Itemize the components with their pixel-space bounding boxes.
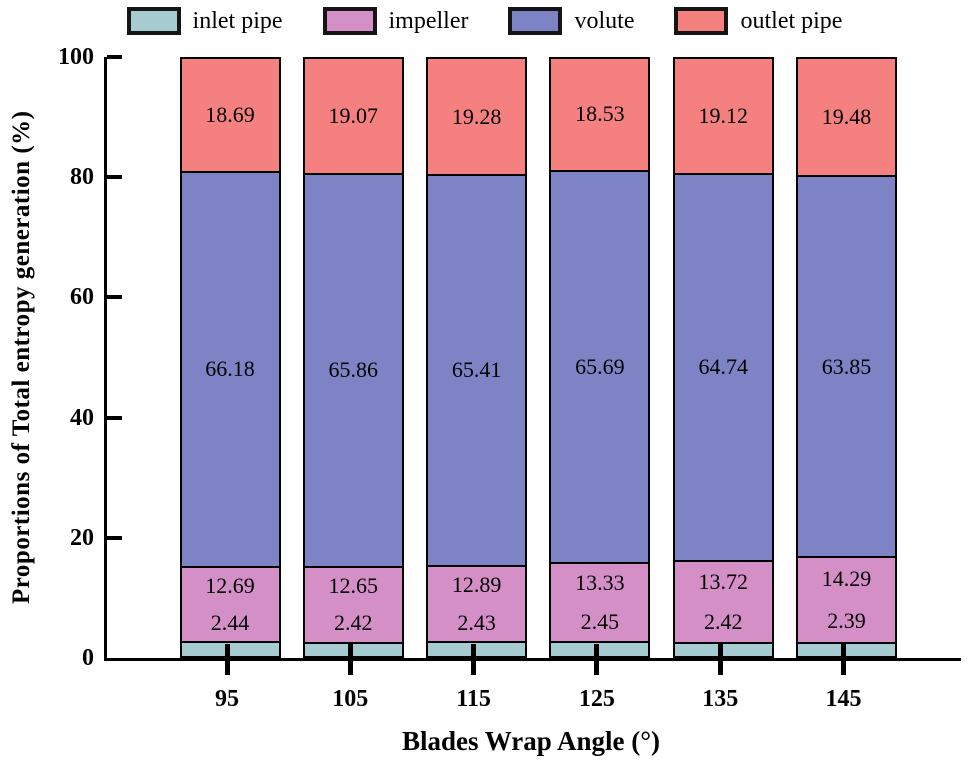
impeller-value-label: 12.65 (328, 573, 379, 599)
y-tick-label: 60 (70, 284, 94, 311)
volute-value-label: 66.18 (205, 356, 255, 382)
y-tick-label: 80 (70, 164, 94, 191)
x-tick-mark (347, 644, 353, 675)
segment-impeller: 13.72 2.42 (674, 559, 772, 642)
segment-volute: 65.86 (304, 172, 402, 567)
impeller-value-label: 13.72 (698, 568, 748, 594)
inlet-pipe-value-label: 2.43 (457, 609, 496, 635)
x-tick-label: 135 (702, 686, 739, 712)
volute-value-label: 65.86 (328, 357, 379, 383)
segment-inlet-pipe (181, 641, 279, 656)
segment-outlet-pipe: 18.53 (551, 59, 649, 170)
legend-label: inlet pipe (192, 8, 283, 34)
outlet-pipe-value-label: 19.07 (328, 102, 379, 128)
inlet-pipe-value-label: 2.39 (827, 607, 866, 633)
segment-outlet-pipe: 19.12 (674, 59, 772, 174)
x-tick-mark (224, 644, 230, 675)
segment-outlet-pipe: 19.48 (798, 59, 895, 176)
inlet-pipe-value-label: 2.45 (580, 608, 620, 634)
outlet-pipe-value-label: 18.69 (205, 101, 255, 127)
outlet-pipe-value-label: 19.28 (451, 103, 502, 129)
legend-item-volute: volute (508, 7, 634, 35)
y-tick-mark (107, 415, 122, 420)
bar-105: 19.07 65.86 12.65 2.42 (302, 57, 404, 658)
y-tick-mark (107, 55, 122, 59)
x-tick-mark (594, 644, 600, 675)
bar-125: 18.53 65.69 13.33 2.45 (549, 57, 651, 658)
segment-impeller: 14.29 2.39 (798, 556, 895, 642)
segment-impeller: 12.65 2.42 (304, 566, 402, 642)
y-tick-label: 0 (82, 645, 94, 671)
legend-label: impeller (388, 8, 469, 34)
x-tick-mark (841, 644, 846, 675)
inlet-pipe-value-label: 2.42 (703, 608, 743, 634)
impeller-value-label: 12.89 (451, 572, 502, 598)
legend-swatch (322, 7, 377, 35)
y-tick-mark (107, 175, 122, 180)
bar-135: 19.12 64.74 13.72 2.42 (672, 57, 774, 658)
segment-impeller: 12.89 2.43 (428, 564, 526, 642)
legend-swatch (508, 7, 563, 35)
x-tick-label: 115 (456, 686, 491, 712)
segment-volute: 65.41 (428, 174, 526, 565)
segment-volute: 66.18 (181, 170, 279, 566)
segment-inlet-pipe (304, 641, 402, 656)
legend: inlet pipe impeller volute outlet pipe (0, 4, 969, 38)
impeller-value-label: 12.69 (205, 573, 255, 599)
outlet-pipe-value-label: 18.53 (575, 101, 625, 127)
volute-value-label: 65.41 (451, 357, 502, 383)
x-axis-title: Blades Wrap Angle (°) (401, 726, 661, 756)
segment-outlet-pipe: 18.69 (181, 59, 279, 171)
segment-outlet-pipe: 19.28 (428, 59, 526, 175)
y-tick-label: 20 (70, 524, 94, 551)
outlet-pipe-value-label: 19.48 (821, 104, 872, 130)
inlet-pipe-value-label: 2.42 (334, 610, 373, 636)
legend-swatch (126, 7, 181, 35)
segment-inlet-pipe (551, 641, 649, 656)
segment-volute: 64.74 (674, 173, 772, 560)
segment-impeller: 13.33 2.45 (551, 561, 649, 642)
y-tick-label: 40 (70, 404, 94, 431)
y-axis-title: Proportions of Total entropy generation … (8, 110, 35, 605)
y-tick-mark (107, 535, 122, 540)
volute-value-label: 64.74 (698, 354, 748, 380)
impeller-value-label: 13.33 (575, 570, 625, 596)
y-tick-label: 100 (58, 44, 94, 70)
x-tick-label: 95 (215, 686, 239, 712)
segment-inlet-pipe (428, 641, 526, 656)
x-tick-label: 125 (578, 686, 615, 712)
volute-value-label: 65.69 (575, 353, 625, 379)
x-tick-mark (717, 644, 723, 675)
x-tick-label: 105 (332, 686, 369, 712)
bar-115: 19.28 65.41 12.89 2.43 (426, 57, 528, 658)
segment-inlet-pipe (674, 641, 772, 656)
legend-item-outlet-pipe: outlet pipe (674, 7, 842, 35)
segment-impeller: 12.69 2.44 (181, 565, 279, 642)
segment-volute: 63.85 (798, 175, 895, 557)
plot-area: 18.69 66.18 12.69 2.44 19.07 65.86 12.65 2.42 19… (104, 55, 961, 661)
volute-value-label: 63.85 (821, 353, 872, 379)
segment-inlet-pipe (798, 641, 895, 656)
legend-item-impeller: impeller (322, 7, 469, 35)
legend-item-inlet-pipe: inlet pipe (126, 7, 283, 35)
legend-label: volute (574, 8, 635, 34)
segment-outlet-pipe: 19.07 (304, 59, 402, 173)
x-tick-mark (471, 644, 477, 675)
legend-swatch (674, 7, 729, 35)
x-tick-label: 145 (825, 686, 862, 712)
inlet-pipe-value-label: 2.44 (210, 609, 250, 635)
y-tick-mark (107, 295, 122, 300)
bar-95: 18.69 66.18 12.69 2.44 (179, 57, 281, 658)
legend-label: outlet pipe (740, 8, 843, 34)
impeller-value-label: 14.29 (821, 566, 872, 592)
segment-volute: 65.69 (551, 169, 649, 562)
bar-145: 19.48 63.85 14.29 2.39 (796, 57, 897, 658)
outlet-pipe-value-label: 19.12 (698, 103, 748, 129)
